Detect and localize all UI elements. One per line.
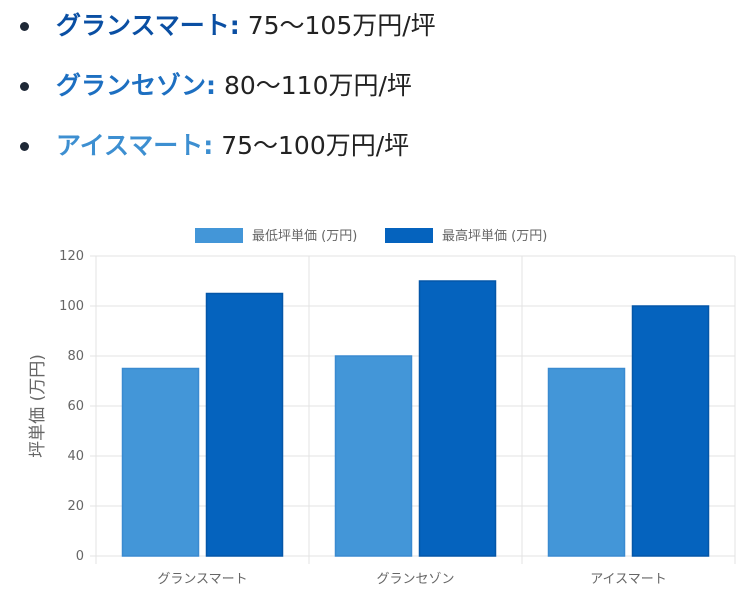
bullet-dot-icon <box>20 142 29 151</box>
y-tick-label: 40 <box>67 449 84 464</box>
bar <box>547 367 626 557</box>
chart-container: 0 20 40 60 80 100 120 グランスマート グランセゾン アイスマート 坪単価 (万… <box>0 215 747 601</box>
legend-swatch <box>195 228 243 243</box>
list-item: アイスマート: 75〜100万円/坪 <box>0 126 747 166</box>
x-tick-label: アイスマート <box>590 572 667 587</box>
list-item-text: グランスマート: 75〜105万円/坪 <box>56 9 436 43</box>
bar <box>418 280 497 557</box>
y-tick-label: 60 <box>67 399 84 414</box>
list-item: グランスマート: 75〜105万円/坪 <box>0 6 747 46</box>
bullet-dot-icon <box>20 82 29 91</box>
bar <box>121 367 200 557</box>
y-tick-label: 20 <box>67 499 84 514</box>
y-tick-label: 100 <box>59 299 84 314</box>
product-name: グランセゾン: <box>56 71 216 100</box>
legend-swatch <box>385 228 433 243</box>
product-name: アイスマート: <box>56 131 214 160</box>
bullet-dot-icon <box>20 22 29 31</box>
legend-label: 最高坪単価 (万円) <box>442 228 547 244</box>
product-name: グランスマート: <box>56 11 240 40</box>
list-item-text: アイスマート: 75〜100万円/坪 <box>56 129 409 163</box>
list-item-text: グランセゾン: 80〜110万円/坪 <box>56 69 412 103</box>
price-range: 80〜110万円/坪 <box>223 71 412 100</box>
x-tick-label: グランセゾン <box>376 572 454 587</box>
bar <box>631 305 710 557</box>
x-tick-label: グランスマート <box>157 572 247 587</box>
price-range: 75〜100万円/坪 <box>221 131 410 160</box>
legend-label: 最低坪単価 (万円) <box>252 228 357 244</box>
bar <box>334 355 413 557</box>
y-tick-label: 0 <box>76 549 84 564</box>
y-tick-label: 120 <box>59 249 84 264</box>
price-range: 75〜105万円/坪 <box>247 11 436 40</box>
y-tick-label: 80 <box>67 349 84 364</box>
list-item: グランセゾン: 80〜110万円/坪 <box>0 66 747 106</box>
bar <box>205 292 284 557</box>
y-axis-label: 坪単価 (万円) <box>28 354 48 458</box>
bar-chart: 0 20 40 60 80 100 120 グランスマート グランセゾン アイスマート 坪単価 (万… <box>28 228 736 587</box>
